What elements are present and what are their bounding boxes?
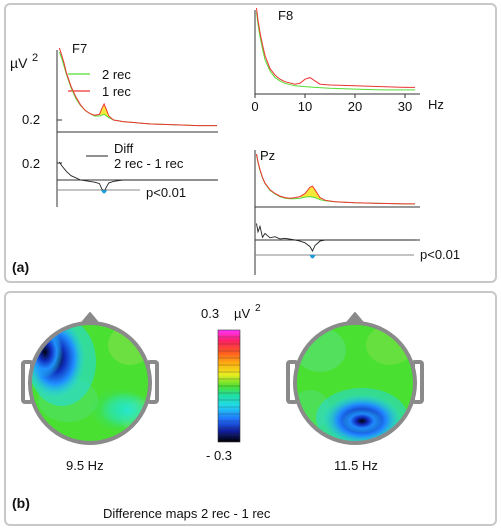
f8-x-tick-label: 0: [251, 99, 258, 114]
f8-axes: [254, 10, 420, 95]
map1-label: 9.5 Hz: [66, 458, 104, 473]
colorbar-max-label: 0.3: [201, 306, 219, 321]
f8-series-rec2: [256, 11, 415, 91]
panel-b-frame: [4, 291, 497, 526]
pz-axes: [254, 150, 420, 275]
colorbar-bands: [218, 336, 240, 436]
scalp-map-11-5hz: [286, 312, 424, 445]
f7-label: F7: [72, 41, 87, 56]
pz-series-diff: [256, 223, 415, 252]
pz-plot: [256, 153, 415, 259]
f7-significance: p<0.01: [146, 185, 186, 200]
colorbar-unit: µV: [234, 306, 250, 321]
f8-x-tick-label: 20: [348, 99, 362, 114]
pz-significance-mark: [309, 255, 316, 259]
ylabel-uv: µV: [10, 55, 28, 71]
scalp-map-9-5hz: [21, 312, 159, 445]
f7-tick-label: 0.2: [22, 112, 40, 127]
legend-rec1-label: 1 rec: [102, 84, 131, 99]
f7-diff-tick-label: 0.2: [22, 156, 40, 171]
f8-label: F8: [278, 8, 293, 23]
legend-rec2-label: 2 rec: [102, 67, 131, 82]
f7-series-rec1: [58, 47, 217, 127]
f8-plot: [256, 7, 415, 91]
legend-diff-line2: 2 rec - 1 rec: [114, 156, 184, 171]
panel-a-label: (a): [12, 259, 29, 275]
panel-b-label: (b): [12, 495, 30, 511]
f7-significance-mark: [101, 190, 108, 194]
f8-x-ticks: 0 10 20 30: [251, 94, 412, 114]
pz-series-rec1: [256, 153, 415, 205]
legend-diff-line1: Diff: [114, 141, 134, 156]
x-axis-unit: Hz: [428, 97, 444, 112]
pz-significance: p<0.01: [420, 247, 460, 262]
panel-b-caption: Difference maps 2 rec - 1 rec: [103, 506, 271, 521]
f8-series-rec1: [256, 7, 415, 88]
pz-label: Pz: [260, 148, 275, 163]
pz-increase-fill: [301, 186, 322, 200]
f7-series-rec2: [58, 51, 217, 127]
ylabel-uv-exp: 2: [32, 52, 38, 64]
colorbar-unit-exp: 2: [255, 303, 261, 314]
f8-x-tick-label: 30: [398, 99, 412, 114]
panel-a-frame: [4, 3, 497, 283]
map2-label: 11.5 Hz: [334, 458, 378, 473]
f8-x-tick-label: 10: [298, 99, 312, 114]
f7-plot: [58, 47, 217, 194]
colorbar-min-label: - 0.3: [206, 448, 232, 463]
